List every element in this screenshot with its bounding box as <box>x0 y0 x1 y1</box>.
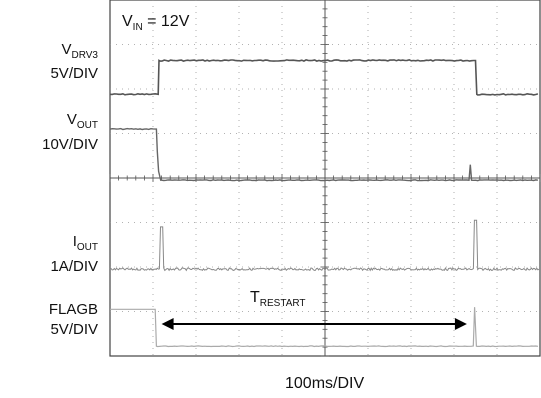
channel-scale-flagb: 5V/DIV <box>50 321 98 338</box>
series-flagb-trace <box>110 307 539 348</box>
channel-label-vout: VOUT <box>66 111 98 131</box>
arrow-head-left <box>161 317 174 330</box>
channel-scale-vdrv3: 5V/DIV <box>50 65 98 82</box>
channel-scale-vout: 10V/DIV <box>42 136 98 153</box>
trestart-arrow <box>161 317 467 330</box>
series-vout-trace <box>109 127 538 182</box>
arrow-head-right <box>454 317 467 330</box>
series-iout-trace <box>109 219 540 272</box>
series-vdrv3-trace <box>109 59 539 96</box>
trestart-label: TRESTART <box>250 289 306 309</box>
plot-traces <box>109 59 540 348</box>
channel-label-iout: IOUT <box>72 233 98 253</box>
plot-grid <box>109 0 541 357</box>
channel-label-flagb: FLAGB <box>48 301 98 318</box>
channel-scale-iout: 1A/DIV <box>50 258 98 275</box>
condition-label: VIN = 12V <box>122 13 190 33</box>
x-axis-scale-label: 100ms/DIV <box>285 375 365 392</box>
channel-label-vdrv3: VDRV3 <box>61 41 98 61</box>
